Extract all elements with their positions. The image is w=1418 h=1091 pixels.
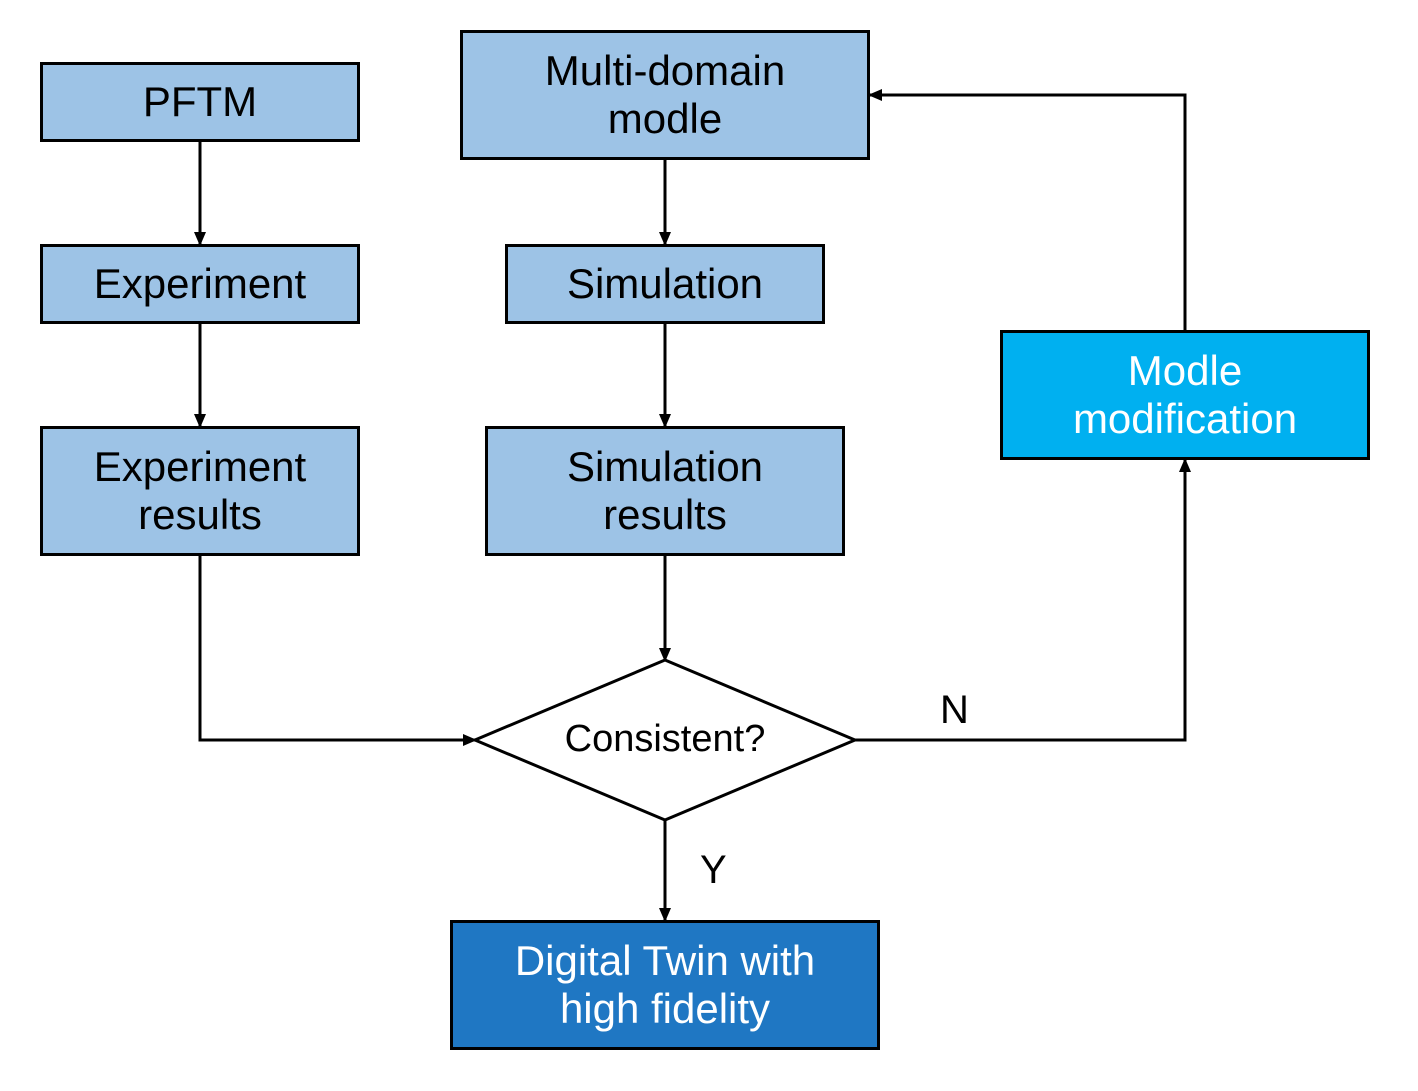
decision-consistent: Consistent? <box>475 660 855 820</box>
node-digital-twin: Digital Twin with high fidelity <box>450 920 880 1050</box>
node-digital-twin-label: Digital Twin with high fidelity <box>515 937 815 1034</box>
node-pftm-label: PFTM <box>143 78 257 126</box>
node-simulation-results: Simulation results <box>485 426 845 556</box>
decision-consistent-label: Consistent? <box>565 718 766 762</box>
node-experiment-results: Experiment results <box>40 426 360 556</box>
node-pftm: PFTM <box>40 62 360 142</box>
node-simulation-label: Simulation <box>567 260 763 308</box>
flowchart-canvas: PFTM Experiment Experiment results Multi… <box>0 0 1418 1091</box>
node-simulation: Simulation <box>505 244 825 324</box>
node-experiment: Experiment <box>40 244 360 324</box>
node-experiment-results-label: Experiment results <box>94 443 306 540</box>
node-multi-domain-model-label: Multi-domain modle <box>545 47 785 144</box>
node-multi-domain-model: Multi-domain modle <box>460 30 870 160</box>
node-model-modification: Modle modification <box>1000 330 1370 460</box>
node-experiment-label: Experiment <box>94 260 306 308</box>
node-model-modification-label: Modle modification <box>1073 347 1297 444</box>
node-simulation-results-label: Simulation results <box>567 443 763 540</box>
decision-branch-yes-label: Y <box>700 848 727 893</box>
decision-branch-no-label: N <box>940 688 969 733</box>
